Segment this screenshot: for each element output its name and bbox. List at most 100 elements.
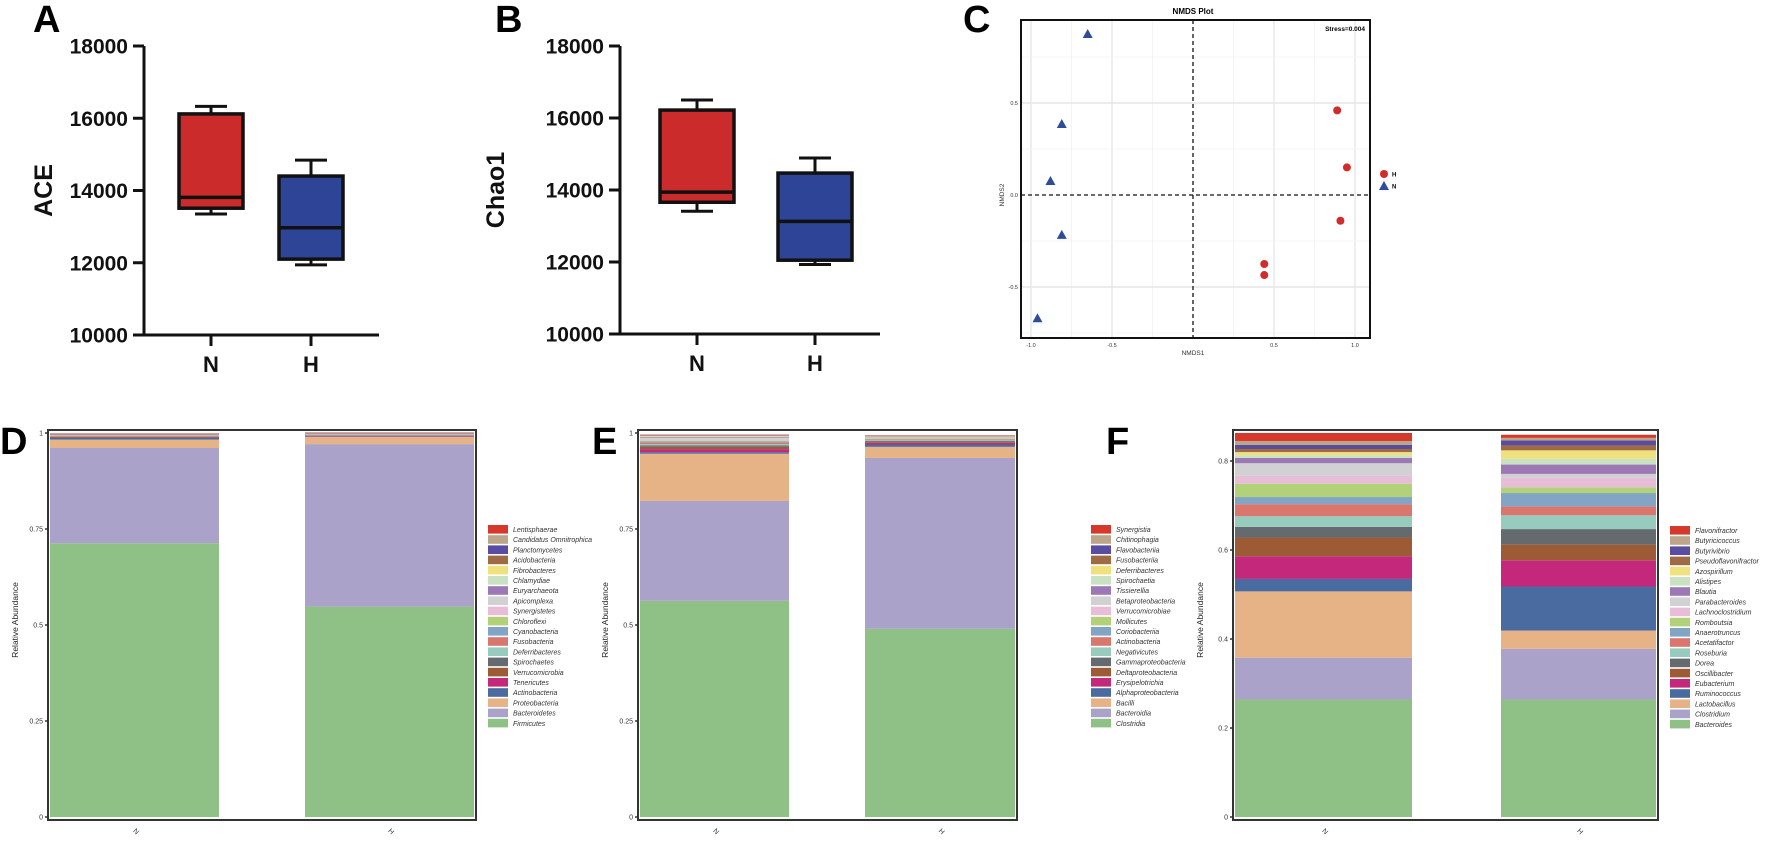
legend-label: Anaerotruncus [1694,630,1741,637]
bar-segment [1501,464,1656,474]
legend-swatch [1670,668,1690,678]
legend-label: Firmicutes [513,721,546,728]
legend-swatch [1670,597,1690,606]
legend-swatch [488,708,508,718]
legend-label: Deferribacteres [1116,568,1164,575]
legend-swatch [1670,638,1690,647]
bar-segment [1501,648,1656,700]
legend-swatch [488,627,508,636]
legend-swatch [1670,709,1690,719]
y-tick-label: 0.2 [1218,726,1228,733]
x-tick-label: -0.5 [1107,343,1116,349]
bar-segment [305,433,474,435]
legend-label: Butyricicoccus [1695,538,1740,545]
legend-label: Fusobacteria [513,639,554,646]
y-tick-label: 12000 [70,252,128,275]
bar-segment [640,452,789,454]
bar-segment [640,437,789,438]
y-tick-label: 12000 [546,252,604,275]
legend-swatch [1091,616,1111,626]
legend-label: Coriobacteriia [1116,629,1159,636]
legend-swatch [1091,637,1111,646]
legend-label: Candidatus Omnitrophica [513,537,592,544]
legend-label: Blautia [1695,589,1717,596]
bar-segment [640,444,789,446]
legend-swatch [1091,688,1111,697]
legend-label: Dorea [1695,661,1714,668]
panel-label-d: D [0,421,27,463]
x-tick-label: N [131,828,140,837]
y-tick-label: 1 [629,431,633,438]
legend-label: Euryarchaeota [513,588,559,595]
legend-label: Planctomycetes [513,547,563,554]
y-tick-label: 14000 [70,180,128,203]
bar-segment [1501,630,1656,649]
y-tick-label: 0 [39,815,43,822]
boxplot-a: 10000 12000 14000 16000 18000 ACE N H [30,36,379,377]
legend-label: Ruminococcus [1695,691,1741,698]
legend-swatch [1091,525,1111,534]
plot-background [1021,20,1370,338]
bar-segment [1235,483,1412,498]
legend-label: Bacteroidetes [513,711,556,718]
y-tick-label: 14000 [546,180,604,203]
legend-swatch [488,678,508,687]
y-tick-label: 0.6 [1218,548,1228,555]
legend-label: N [1392,185,1396,191]
legend-label: Clostridia [1116,721,1145,728]
box-n [658,98,736,213]
point-n [1032,313,1043,323]
y-tick-label: 0.5 [623,623,633,630]
legend-label: Azospirillum [1694,569,1733,576]
stress-annotation: Stress=0.004 [1325,26,1365,33]
bar-h [1501,434,1656,817]
legend-swatch [1091,596,1111,605]
legend-swatch [488,596,508,605]
bar-n [50,433,219,817]
bar-segment [1501,437,1656,441]
legend-marker-h [1380,170,1388,178]
bar-segment [1501,544,1656,561]
bar-segment [640,500,789,601]
legend-label: Chloroflexi [513,619,547,626]
bar-n [1235,432,1412,817]
y-tick-label: 0 [629,815,633,822]
legend-label: Flavonifractor [1695,528,1738,535]
bar-segment [865,446,1015,458]
bar-segment [640,449,789,453]
legend-swatch [1091,627,1111,636]
legend-swatch [1091,657,1111,667]
plot-frame [1232,429,1659,821]
legend-swatch [1670,679,1690,688]
legend-label: Pseudoflavonifractor [1695,559,1759,566]
point-h [1260,271,1269,280]
y-tick-label: 0.25 [619,719,633,726]
point-h [1342,163,1351,172]
y-tick-label: 18000 [546,36,604,59]
bar-segment [1235,504,1412,517]
bar-segment [1235,457,1412,464]
y-tick-label: -0.5 [1009,285,1018,291]
legend-swatch [488,555,508,565]
legend-label: Lentisphaerae [513,527,557,534]
y-tick-label: 10000 [70,325,128,348]
y-axis-label: ACE [30,164,58,217]
bar-segment [640,436,789,438]
y-tick-label: 0.75 [29,527,43,534]
y-tick-label: 0 [1224,815,1228,822]
legend: Lentisphaerae Candidatus Omnitrophica Plan… [488,525,592,728]
panel-label-a: A [33,0,60,41]
legend-swatch [1091,545,1111,554]
bar-segment [640,437,789,440]
point-n [1056,229,1067,239]
legend-swatch [488,718,508,728]
legend-swatch [1670,699,1690,708]
legend-swatch [488,616,508,626]
legend-swatch [488,657,508,667]
y-tick-label: 0.8 [1218,459,1228,466]
y-tick-label: 18000 [70,36,128,59]
legend-label: Tissierellia [1116,588,1149,595]
legend-label: Proteobacteria [513,700,559,707]
point-h [1260,260,1269,268]
legend-label: Synergistetes [513,609,556,616]
